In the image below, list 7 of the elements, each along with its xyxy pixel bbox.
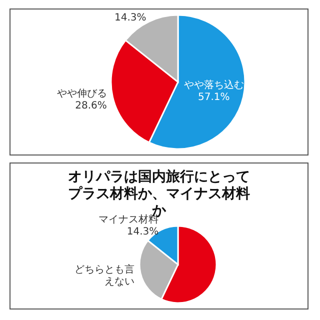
data-label: 14.3% (114, 12, 146, 24)
data-label: 57.1% (198, 92, 230, 104)
slice-label: どちらとも言えない (74, 263, 135, 288)
data-label: 14.3% (126, 226, 159, 238)
data-label: 28.6% (75, 100, 107, 112)
slice-label: やや落ち込む (184, 79, 244, 92)
slice-label: やや伸びる (56, 88, 107, 100)
